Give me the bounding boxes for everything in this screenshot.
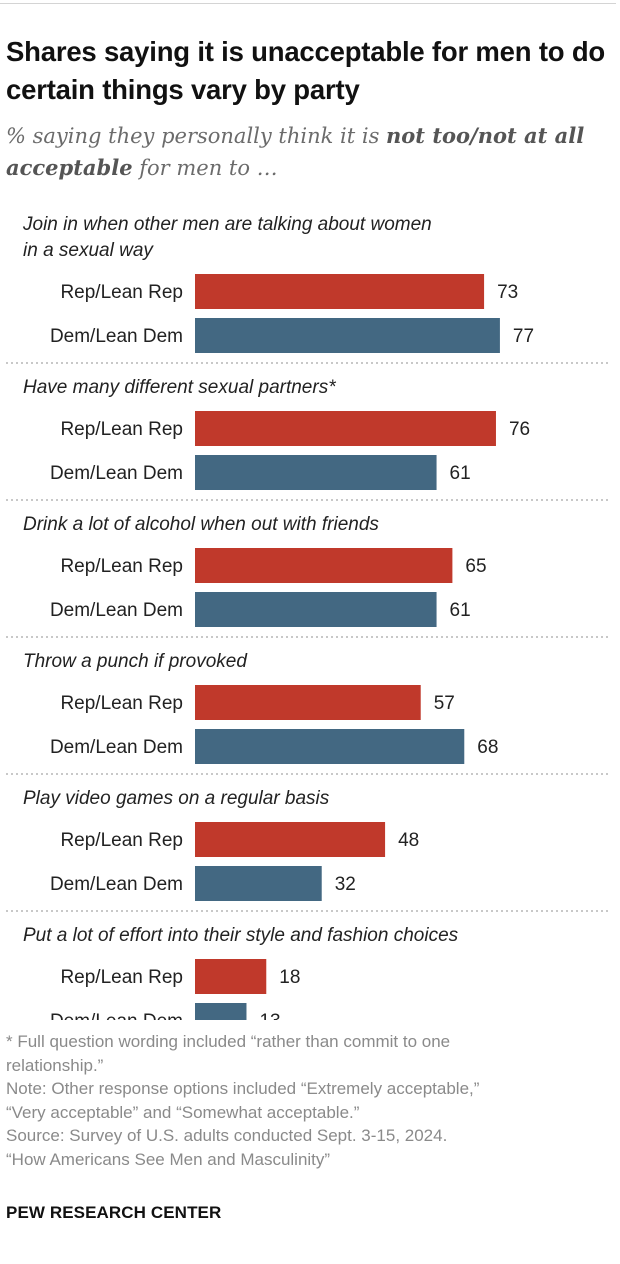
footnote-line: “Very acceptable” and “Somewhat acceptab…: [6, 1102, 360, 1122]
footnote-line: Source: Survey of U.S. adults conducted …: [6, 1126, 448, 1145]
question-label: Drink a lot of alcohol when out with fri…: [23, 514, 379, 535]
question-label: Put a lot of effort into their style and…: [23, 925, 459, 946]
footnote-line: Note: Other response options included “E…: [6, 1079, 480, 1098]
category-label: Dem/Lean Dem: [50, 463, 183, 484]
subtitle-prefix: % saying they personally think it is: [6, 124, 387, 148]
value-label: 61: [450, 600, 471, 621]
brand-name: PEW RESEARCH CENTER: [6, 1203, 222, 1222]
category-label: Dem/Lean Dem: [50, 600, 183, 621]
footnotes: * Full question wording included “rather…: [6, 1030, 606, 1171]
category-label: Dem/Lean Dem: [50, 737, 183, 758]
question-label: Have many different sexual partners*: [23, 377, 336, 398]
category-label: Rep/Lean Rep: [60, 830, 183, 851]
bar-rep: [195, 685, 421, 720]
bar-dem: [195, 1003, 247, 1020]
bar-rep: [195, 959, 267, 994]
question-label: in a sexual way: [23, 240, 154, 261]
category-label: Rep/Lean Rep: [60, 693, 183, 714]
bar-dem: [195, 592, 437, 627]
category-label: Rep/Lean Rep: [60, 967, 183, 988]
chart-title: Shares saying it is unacceptable for men…: [6, 36, 606, 105]
value-label: 68: [477, 737, 498, 758]
value-label: 13: [259, 1011, 280, 1020]
bar-dem: [195, 729, 465, 764]
top-rule: [0, 3, 616, 4]
category-label: Dem/Lean Dem: [50, 1011, 183, 1020]
value-label: 76: [509, 419, 530, 440]
subtitle-emphasis: not too/not at all acceptable: [6, 123, 585, 180]
bar-rep: [195, 548, 453, 583]
category-label: Rep/Lean Rep: [60, 419, 183, 440]
value-label: 77: [513, 326, 534, 347]
bar-rep: [195, 274, 485, 309]
value-label: 48: [398, 830, 419, 851]
category-label: Rep/Lean Rep: [60, 282, 183, 303]
category-label: Dem/Lean Dem: [50, 874, 183, 895]
value-label: 18: [279, 967, 300, 988]
bar-dem: [195, 455, 437, 490]
value-label: 61: [450, 463, 471, 484]
chart-subtitle: % saying they personally think it is not…: [6, 120, 611, 184]
value-label: 73: [497, 282, 518, 303]
footnote-line: “How Americans See Men and Masculinity”: [6, 1149, 331, 1169]
bar-dem: [195, 318, 500, 353]
category-label: Rep/Lean Rep: [60, 556, 183, 577]
question-label: Throw a punch if provoked: [23, 651, 248, 672]
value-label: 32: [335, 874, 356, 895]
question-label: Join in when other men are talking about…: [22, 214, 432, 235]
footnote-line: relationship.”: [6, 1055, 104, 1075]
value-label: 65: [465, 556, 486, 577]
bar-chart: Join in when other men are talking about…: [6, 214, 610, 1020]
bar-rep: [195, 411, 496, 446]
bar-rep: [195, 822, 386, 857]
footnote-line: * Full question wording included “rather…: [6, 1032, 451, 1051]
subtitle-suffix: for men to …: [132, 156, 278, 180]
question-label: Play video games on a regular basis: [23, 788, 330, 809]
bar-dem: [195, 866, 322, 901]
value-label: 57: [434, 693, 455, 714]
category-label: Dem/Lean Dem: [50, 326, 183, 347]
